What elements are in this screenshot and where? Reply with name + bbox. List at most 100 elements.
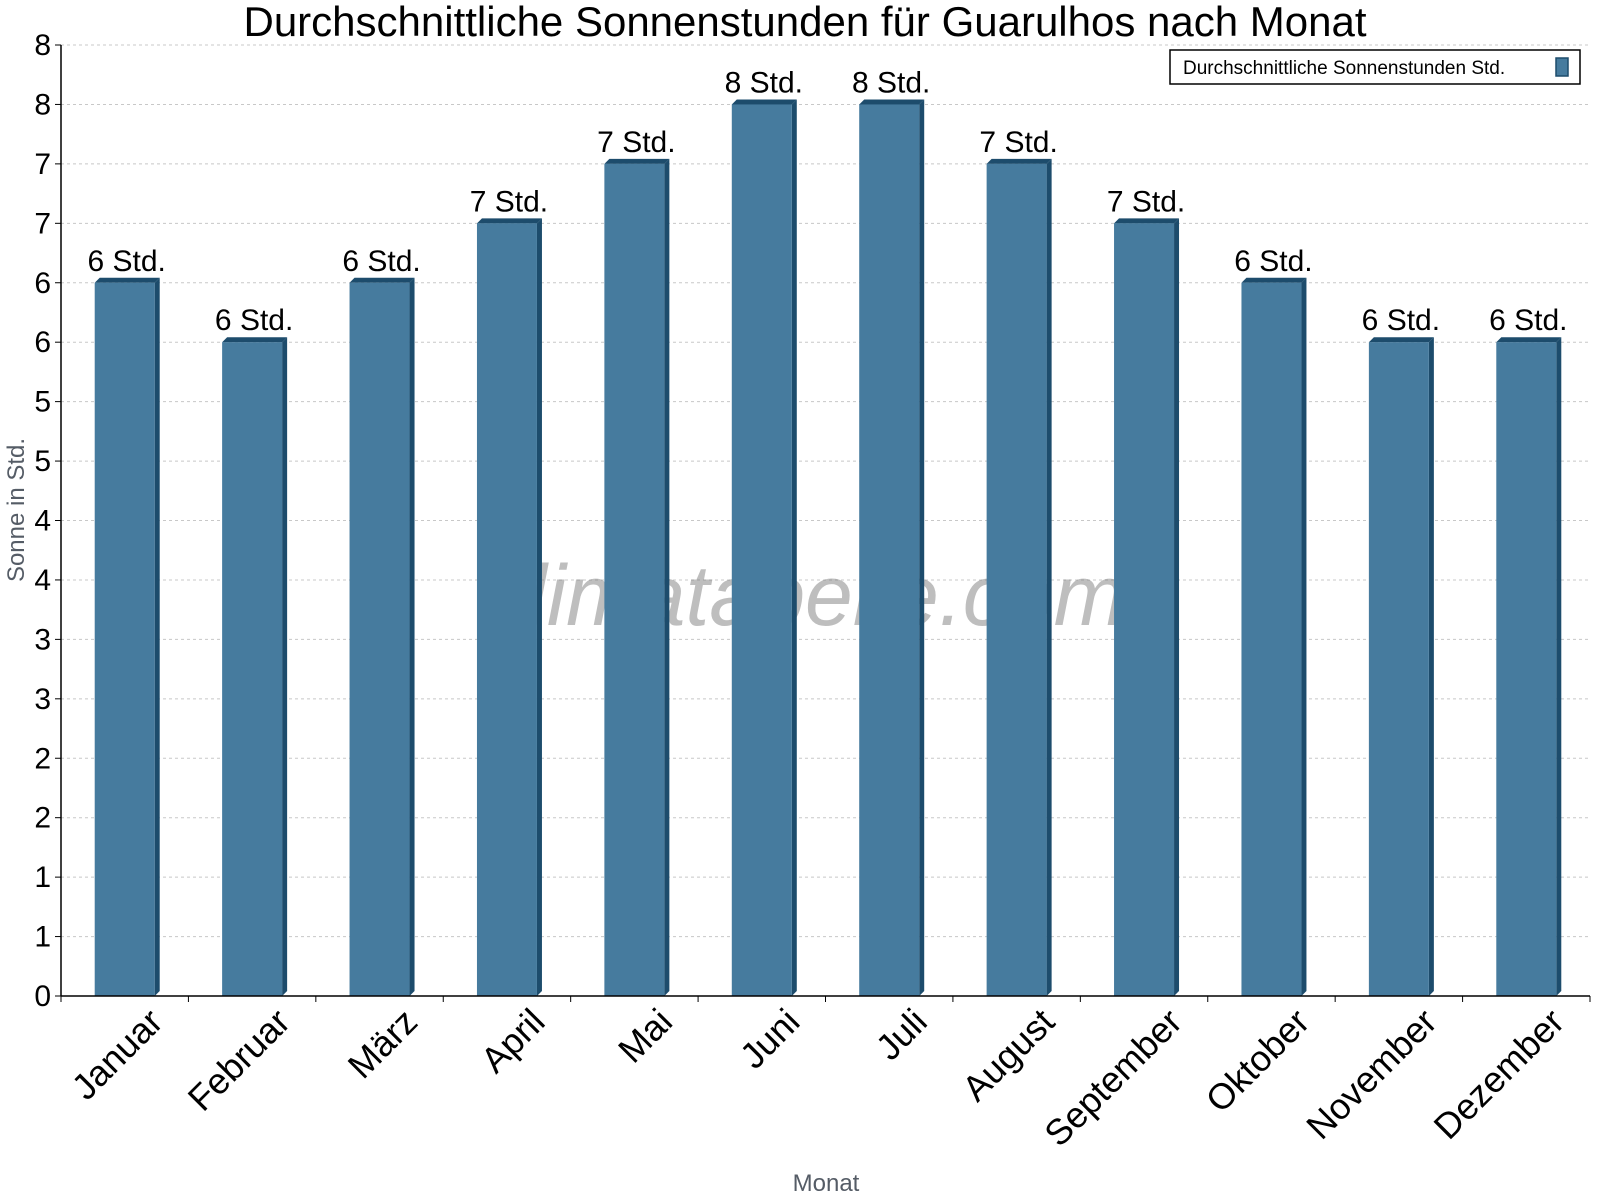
bar-top: [476, 218, 542, 224]
bar-side: [1046, 158, 1052, 996]
gridlines: [61, 44, 1590, 938]
data-label: 8 Std.: [852, 66, 930, 99]
y-tick-label: 6: [34, 267, 51, 300]
bar: [731, 99, 797, 996]
bar: [1114, 218, 1180, 996]
data-label: 6 Std.: [88, 245, 166, 278]
x-tick-label: Februar: [180, 1001, 298, 1119]
data-label: 6 Std.: [1362, 304, 1440, 337]
data-label: 7 Std.: [470, 185, 548, 218]
bar-top: [1496, 337, 1562, 343]
x-tick-label: Mai: [610, 1001, 680, 1071]
bar-side: [409, 277, 415, 996]
bar-top: [1241, 277, 1307, 283]
y-tick-label: 1: [34, 861, 51, 894]
data-label: 6 Std.: [1489, 304, 1567, 337]
data-labels: 6 Std. 6 Std. 6 Std. 7 Std. 7 Std. 8 Std. 8 St…: [88, 66, 1568, 337]
bar: [986, 158, 1052, 996]
bar: [1241, 277, 1307, 996]
bar-side: [1174, 218, 1180, 996]
y-tick-label: 7: [34, 148, 51, 181]
legend: Durchschnittliche Sonnenstunden Std.: [1169, 49, 1581, 85]
x-tick-label: Oktober: [1198, 1001, 1318, 1121]
bar-side: [154, 277, 160, 996]
y-tick-label: 6: [34, 326, 51, 359]
bar: [859, 99, 925, 996]
chart-title: Durchschnittliche Sonnenstunden für Guar…: [243, 0, 1366, 45]
bar: [604, 158, 670, 996]
bar-side: [919, 99, 925, 996]
bar-face: [222, 342, 283, 996]
bar: [1496, 337, 1562, 996]
bar-face: [1496, 342, 1557, 996]
x-tick-label: September: [1036, 1001, 1190, 1155]
x-tick-label: August: [954, 1001, 1062, 1109]
bar-face: [349, 282, 410, 996]
bar-top: [94, 277, 160, 283]
y-tick-label: 8: [34, 29, 51, 62]
bar-top: [222, 337, 288, 343]
x-tick-label: Juli: [868, 1001, 935, 1068]
x-tick-label: Juni: [732, 1001, 808, 1077]
x-tick-label: Dezember: [1426, 1001, 1572, 1147]
bar-side: [536, 218, 542, 996]
data-label: 8 Std.: [725, 66, 803, 99]
x-tick-label: März: [340, 1001, 426, 1087]
data-label: 6 Std.: [1234, 245, 1312, 278]
legend-label: Durchschnittliche Sonnenstunden Std.: [1183, 58, 1505, 79]
bar: [1368, 337, 1434, 996]
bar-face: [604, 163, 665, 996]
x-axis-title: Monat: [793, 1170, 860, 1197]
y-tick-label: 2: [34, 742, 51, 775]
data-label: 6 Std.: [215, 304, 293, 337]
legend-swatch: [1555, 57, 1569, 77]
bars: [94, 99, 1562, 996]
y-axis-title: Sonne in Std.: [3, 438, 30, 582]
bar-top: [604, 158, 670, 164]
y-tick-label: 0: [34, 980, 51, 1013]
bar: [222, 337, 288, 996]
bar-top: [1114, 218, 1180, 224]
x-tick-label: Januar: [64, 1001, 171, 1108]
bar-side: [282, 337, 288, 996]
data-label: 7 Std.: [597, 126, 675, 159]
bar-face: [1368, 342, 1429, 996]
bar-side: [1301, 277, 1307, 996]
x-tick-label: November: [1298, 1001, 1444, 1147]
data-label: 7 Std.: [1107, 185, 1185, 218]
y-tick-label: 4: [34, 564, 51, 597]
bar-side: [1428, 337, 1434, 996]
bar-top: [731, 99, 797, 105]
y-tick-label: 2: [34, 802, 51, 835]
y-tick-label: 5: [34, 386, 51, 419]
bar-face: [859, 104, 920, 996]
bar: [476, 218, 542, 996]
x-axis-ticks: Januar Februar März April Mai Juni Juli AugustS…: [60, 996, 1591, 1155]
y-tick-label: 3: [34, 683, 51, 716]
bar-top: [986, 158, 1052, 164]
y-tick-label: 3: [34, 623, 51, 656]
data-label: 7 Std.: [979, 126, 1057, 159]
y-tick-label: 8: [34, 88, 51, 121]
bar-face: [731, 104, 792, 996]
data-label: 6 Std.: [342, 245, 420, 278]
bar-top: [1368, 337, 1434, 343]
y-axis-ticks: 0 1 1 2 2 3 3 4 4 5 5 6 6 7 7 8 8: [34, 29, 61, 1013]
bar-top: [349, 277, 415, 283]
bar: [94, 277, 160, 996]
y-tick-label: 4: [34, 505, 51, 538]
bar-side: [664, 158, 670, 996]
bar-side: [791, 99, 797, 996]
bar-face: [986, 163, 1047, 996]
legend-box: [1169, 49, 1581, 85]
x-tick-label: April: [473, 1001, 553, 1081]
y-tick-label: 5: [34, 445, 51, 478]
bar-side: [1556, 337, 1562, 996]
bar: [349, 277, 415, 996]
bar-face: [1241, 282, 1302, 996]
y-tick-label: 1: [34, 921, 51, 954]
bar-face: [1114, 223, 1175, 996]
bar-top: [859, 99, 925, 105]
bar-face: [476, 223, 537, 996]
